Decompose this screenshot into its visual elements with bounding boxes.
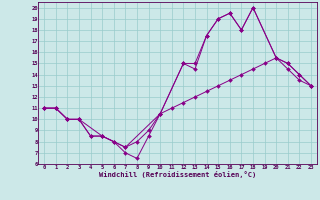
X-axis label: Windchill (Refroidissement éolien,°C): Windchill (Refroidissement éolien,°C) [99,171,256,178]
